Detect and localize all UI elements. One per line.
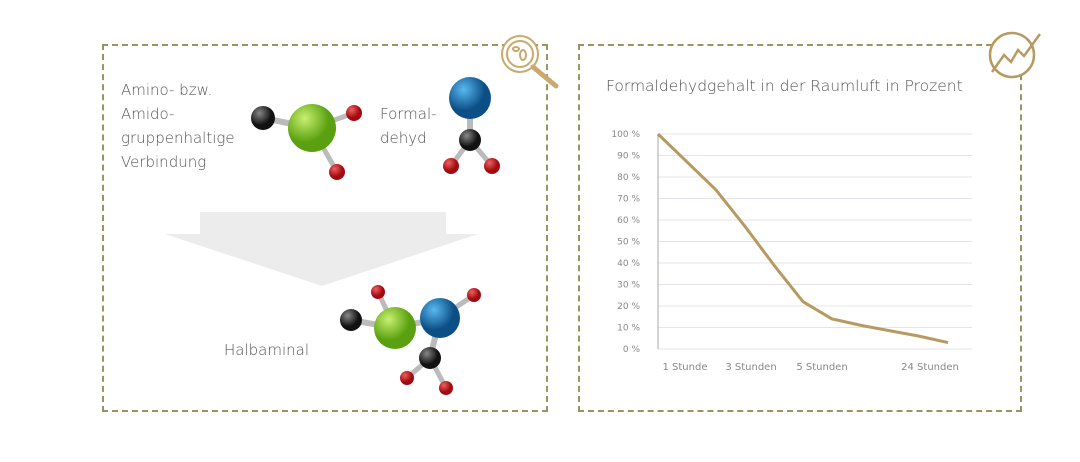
y-tick-label: 70 % (617, 195, 640, 205)
label-line: Amino- bzw. (121, 81, 213, 99)
y-tick-label: 60 % (617, 216, 640, 226)
label-line: gruppenhaltige (121, 129, 235, 147)
chart-title: Formaldehydgehalt in der Raumluft in Pro… (606, 77, 963, 95)
line-chart: 0 % 10 % 20 % 30 % 40 % 50 % 60 % 70 % 80 % 90 % 1… (611, 130, 972, 373)
y-tick-label: 0 % (623, 345, 641, 355)
x-tick-label: 3 Stunden (725, 362, 776, 373)
reactant1-label: Amino- bzw. Amido- gruppenhaltige Verbin… (121, 78, 235, 174)
y-tick-label: 10 % (617, 324, 640, 334)
y-tick-label: 50 % (617, 238, 640, 248)
label-line: Amido- (121, 105, 175, 123)
formaldehyde-molecule (443, 77, 500, 174)
y-tick-label: 90 % (617, 152, 640, 162)
trend-chart-icon (988, 31, 1042, 79)
series-line (656, 132, 949, 345)
y-tick-label: 80 % (617, 173, 640, 183)
chart-panel (578, 44, 1022, 412)
y-tick-label: 30 % (617, 281, 640, 291)
magnifier-bacteria-icon (501, 35, 559, 89)
label-line: dehyd (380, 129, 427, 147)
halbaminal-molecule (340, 285, 481, 395)
amino-molecule (251, 104, 362, 180)
label-line: Formal- (380, 105, 437, 123)
x-tick-label: 5 Stunden (796, 362, 847, 373)
y-tick-label: 40 % (617, 259, 640, 269)
y-tick-label: 100 % (611, 130, 640, 140)
reaction-arrow (165, 212, 478, 286)
label-line: Verbindung (121, 153, 207, 171)
product-label: Halbaminal (224, 341, 309, 359)
reactant2-label: Formal- dehyd (380, 102, 437, 150)
x-tick-label: 24 Stunden (901, 362, 959, 373)
x-tick-label: 1 Stunde (663, 362, 708, 373)
reaction-panel (102, 44, 548, 412)
y-tick-label: 20 % (617, 302, 640, 312)
